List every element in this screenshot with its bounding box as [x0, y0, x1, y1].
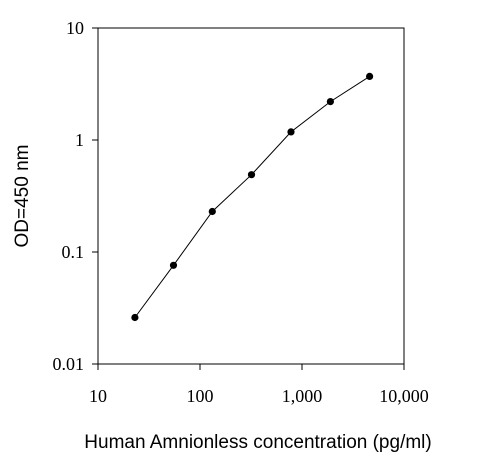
data-point — [208, 207, 216, 216]
data-point — [131, 313, 139, 322]
series-layer — [131, 72, 374, 322]
y-axis-title: OD=450 nm — [12, 145, 33, 248]
y-tick-label: 1 — [75, 130, 84, 150]
data-point — [169, 261, 178, 269]
series-line — [134, 75, 370, 318]
x-tick-label: 10,000 — [379, 386, 429, 406]
y-tick-label: 0.1 — [62, 242, 85, 262]
x-tick-label: 100 — [187, 386, 214, 406]
y-axis-ticks: 0.01 0.1 1 10 — [53, 18, 98, 374]
x-tick-label: 1,000 — [282, 386, 323, 406]
y-tick-label: 0.01 — [53, 354, 85, 374]
data-point — [366, 72, 374, 80]
data-point — [326, 98, 334, 106]
x-axis-ticks: 10 100 1,000 10,000 — [89, 364, 429, 406]
plot-frame — [97, 27, 405, 365]
x-tick-label: 10 — [89, 386, 107, 406]
x-axis-title: Human Amnionless concentration (pg/ml) — [84, 432, 431, 453]
y-tick-label: 10 — [66, 18, 84, 38]
data-point — [247, 171, 256, 179]
data-point — [287, 128, 295, 136]
